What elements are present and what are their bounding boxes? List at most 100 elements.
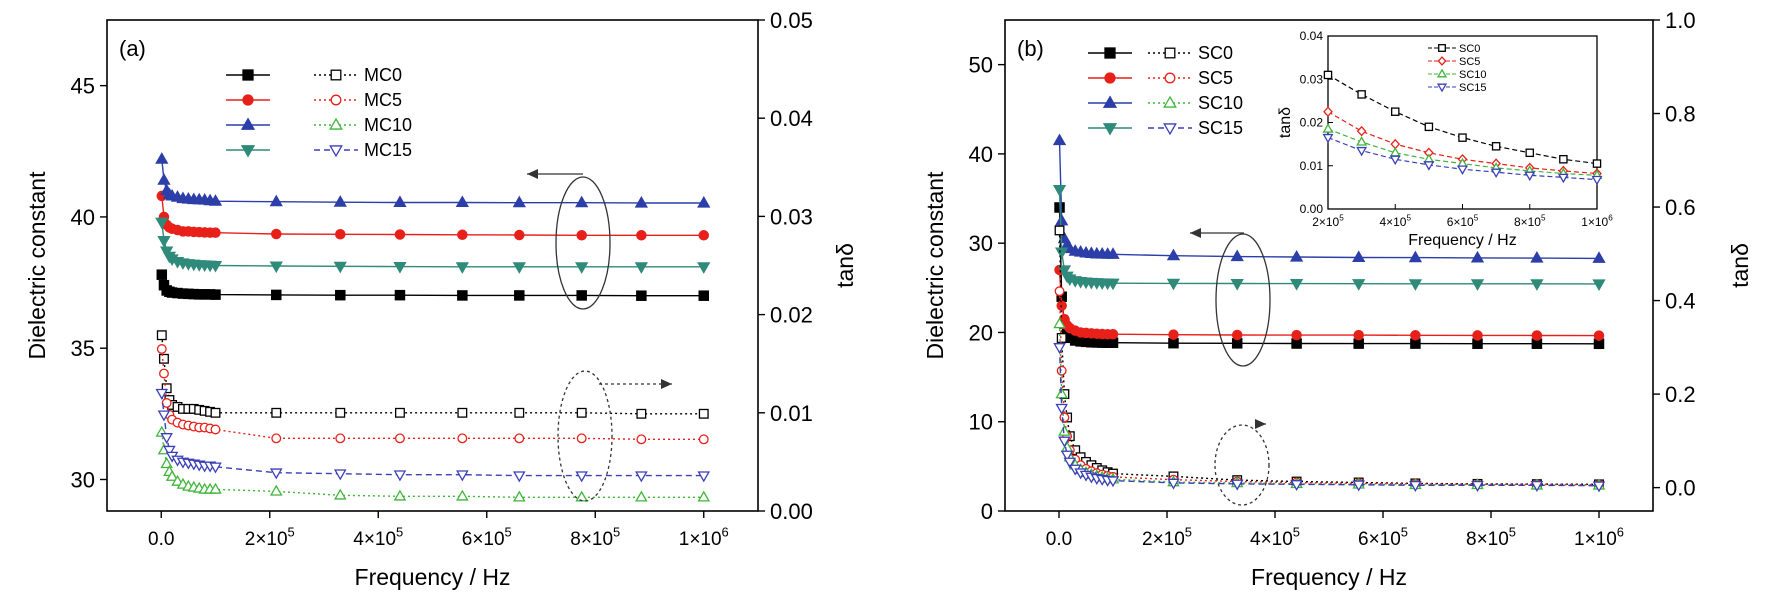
data-point [395,433,405,444]
data-point [393,261,407,274]
data-point [512,195,526,208]
y-tick-label: 40 [969,142,993,167]
x-tick-label-exp: 6 [1617,524,1624,539]
inset-series-sc15 [1322,133,1603,186]
data-point [269,194,283,207]
y-tick-label: 40 [71,205,95,230]
data-point [1230,249,1244,262]
y2-axis-title: tanδ [832,243,858,288]
legend-marker [1438,44,1446,52]
series-mc10-tand [155,425,711,502]
y2-tick-label: 0.04 [770,106,813,131]
legend-label: MC15 [364,140,412,160]
legend-marker [1104,72,1116,84]
series-line [161,348,704,440]
data-point [1107,328,1119,340]
x-axis-title: Frequency / Hz [355,564,511,590]
data-point [457,407,468,418]
y-axis-title: Dielectric constant [24,171,50,360]
legend-marker [1163,95,1177,108]
data-point [1531,330,1543,341]
data-point [394,407,405,418]
data-point [1053,343,1066,355]
data-point [1057,265,1072,278]
data-point [457,433,468,444]
data-point [1491,142,1501,151]
inset-x-tick-label: 8×105 [1514,214,1546,229]
legend-label: MC0 [364,65,402,85]
legend-label: SC10 [1459,69,1487,81]
data-point [514,290,525,301]
series-line [1058,347,1600,487]
data-point [514,407,525,418]
data-point [333,195,347,207]
inset-chart: 2×105 4×105 6×105 8×105 1×1060.000.010.020.0… [1277,29,1613,249]
data-point [512,262,526,274]
data-point [1055,213,1069,226]
data-point [575,471,588,483]
data-point [1056,365,1067,376]
data-point [1408,279,1423,291]
inset-x-tick-label-exp: 5 [1406,214,1411,223]
x-tick-label: 1×106 [679,524,729,550]
x-tick-label-exp: 5 [1185,524,1192,539]
legend-marker [240,145,256,158]
data-point [1592,159,1602,168]
data-point [1593,330,1605,341]
y-tick-label: 30 [71,467,95,492]
data-point [455,195,469,208]
data-point [160,433,173,445]
x-tick-label: 2×105 [245,524,295,550]
data-point [635,471,648,483]
series-line [161,393,704,477]
y-tick-label: 30 [969,231,993,256]
data-point [1063,457,1077,469]
x-tick-label: 2×105 [1142,524,1192,550]
x-axis-title: Frequency / Hz [1251,564,1407,590]
x-tick-label: 6×105 [1358,524,1408,550]
data-point [1322,133,1334,144]
data-point [1323,106,1333,117]
series-mc0-dielectric [156,269,710,301]
data-point [1524,171,1536,182]
y-tick-label: 10 [969,410,993,435]
legend-marker [1104,47,1116,59]
data-point [209,482,222,494]
x-tick-label-base: 2×10 [245,529,288,550]
data-point [1356,146,1368,157]
arrowhead-icon [1190,228,1201,238]
data-point [1106,476,1120,488]
legend-label: MC10 [364,115,412,135]
data-point [1289,249,1304,262]
x-tick-label-base: 8×10 [570,529,613,550]
data-point [698,408,709,419]
inset-x-tick-label-exp: 5 [1339,214,1344,223]
series-sc15-dielectric [1052,185,1606,291]
data-point [1058,436,1071,448]
series-line [161,159,704,204]
data-point [394,289,406,301]
series-line [1058,269,1600,337]
legend: SC0 SC5 SC10 SC15 [1088,43,1243,138]
series-mc15-tand [155,388,711,483]
series-mc10-dielectric [155,152,711,208]
data-point [1059,412,1070,423]
inset-y-tick-label: 0.04 [1300,29,1324,43]
data-point [575,262,589,274]
series-line [1058,230,1600,485]
y-tick-label: 0 [981,499,993,524]
data-point [1472,330,1483,341]
data-point [1055,247,1069,260]
inset-x-tick-label: 2×105 [1312,214,1344,229]
data-point [1052,133,1067,146]
data-point [1409,480,1422,492]
data-point [271,228,282,240]
data-point [335,407,346,418]
data-point [698,434,709,445]
data-point [1530,480,1544,492]
inset-x-tick-label: 4×105 [1379,214,1411,229]
data-point [156,330,167,341]
series-sc10-dielectric [1052,133,1606,263]
